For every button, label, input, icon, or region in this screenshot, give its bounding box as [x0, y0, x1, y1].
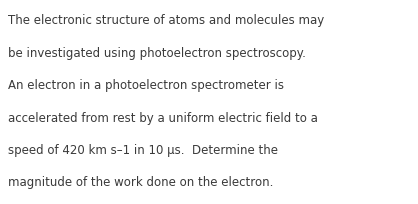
- Text: accelerated from rest by a uniform electric field to a: accelerated from rest by a uniform elect…: [8, 111, 317, 124]
- Text: be investigated using photoelectron spectroscopy.: be investigated using photoelectron spec…: [8, 47, 306, 59]
- Text: speed of 420 km s–1 in 10 μs.  Determine the: speed of 420 km s–1 in 10 μs. Determine …: [8, 143, 278, 156]
- Text: The electronic structure of atoms and molecules may: The electronic structure of atoms and mo…: [8, 14, 324, 27]
- Text: magnitude of the work done on the electron.: magnitude of the work done on the electr…: [8, 175, 273, 188]
- Text: An electron in a photoelectron spectrometer is: An electron in a photoelectron spectrome…: [8, 79, 283, 92]
